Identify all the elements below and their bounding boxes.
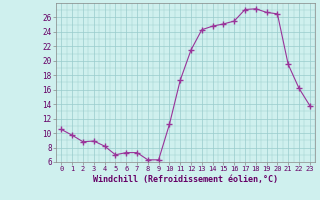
X-axis label: Windchill (Refroidissement éolien,°C): Windchill (Refroidissement éolien,°C) bbox=[93, 175, 278, 184]
